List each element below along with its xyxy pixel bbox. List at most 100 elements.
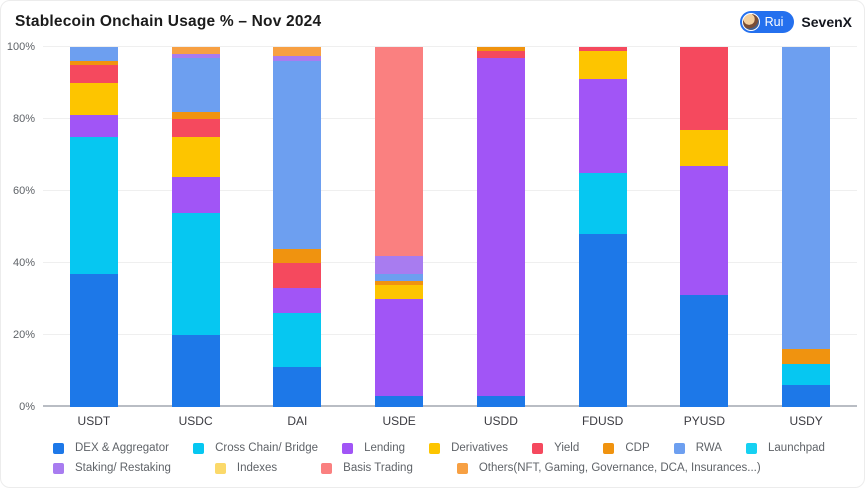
segment-usdt-rwa xyxy=(69,47,118,62)
segment-dai-rwa xyxy=(273,61,322,249)
org-name: SevenX xyxy=(801,14,852,30)
y-tick-0: 0% xyxy=(19,401,35,413)
x-label-pyusd: PYUSD xyxy=(683,414,726,428)
gridline-100 xyxy=(43,46,857,47)
legend-row-2: Staking/ Restaking Indexes Basis Trading Ot… xyxy=(53,462,825,474)
legend-item-launchpad: Launchpad xyxy=(746,442,825,454)
segment-usde-cdp xyxy=(375,281,424,285)
segment-usdt-cdp xyxy=(69,61,118,66)
legend-swatch-icon xyxy=(456,462,468,474)
legend-item-staking-restaking: Staking/ Restaking xyxy=(53,462,171,474)
segment-usde-basis-trading xyxy=(375,47,424,256)
segment-usdy-cross-chain-bridge xyxy=(782,363,831,386)
segment-usdc-cross-chain-bridge xyxy=(171,212,220,335)
legend-swatch-icon xyxy=(321,462,333,474)
segment-dai-cross-chain-bridge xyxy=(273,313,322,368)
gridline-80 xyxy=(43,118,857,119)
bar-pyusd xyxy=(680,47,729,407)
author-name: Rui xyxy=(764,15,784,29)
x-label-dai: DAI xyxy=(287,414,308,428)
legend-item-indexes: Indexes xyxy=(214,462,278,474)
legend-row-1: DEX & Aggregator Cross Chain/ Bridge Lendi… xyxy=(53,442,825,454)
segment-usdc-staking-restaking xyxy=(171,54,220,58)
segment-usde-dex-aggregator xyxy=(375,396,424,407)
bar-usdc xyxy=(171,47,220,407)
bar-usdy xyxy=(782,47,831,407)
segment-pyusd-yield xyxy=(680,47,729,130)
legend-item-rwa: RWA xyxy=(673,442,722,454)
x-label-usdt: USDT xyxy=(77,414,111,428)
legend-label: CDP xyxy=(625,442,650,454)
legend-label: Cross Chain/ Bridge xyxy=(215,442,318,454)
legend: DEX & Aggregator Cross Chain/ Bridge Lendi… xyxy=(53,442,825,474)
segment-usdy-cdp xyxy=(782,349,831,364)
gridline-60 xyxy=(43,190,857,191)
segment-dai-cdp xyxy=(273,248,322,264)
segment-usde-staking-restaking xyxy=(375,255,424,274)
legend-swatch-icon xyxy=(53,442,64,454)
bar-fdusd xyxy=(578,47,627,407)
legend-item-derivatives: Derivatives xyxy=(429,442,508,454)
avatar xyxy=(741,13,760,31)
legend-label: Others(NFT, Gaming, Governance, DCA, Ins… xyxy=(478,462,761,474)
segment-pyusd-lending xyxy=(680,165,729,296)
legend-label: Launchpad xyxy=(768,442,825,454)
legend-label: RWA xyxy=(695,442,722,454)
segment-usdd-lending xyxy=(476,57,525,397)
y-tick-40: 40% xyxy=(12,257,35,269)
bar-usdd xyxy=(476,47,525,407)
segment-fdusd-cross-chain-bridge xyxy=(578,173,627,235)
author-pill[interactable]: Rui xyxy=(739,11,795,33)
legend-item-basis-trading: Basis Trading xyxy=(321,462,413,474)
page-title: Stablecoin Onchain Usage % – Nov 2024 xyxy=(15,13,322,30)
gridline-20 xyxy=(43,334,857,335)
legend-label: DEX & Aggregator xyxy=(75,442,169,454)
legend-label: Yield xyxy=(554,442,580,454)
bar-dai xyxy=(273,47,322,407)
gridline-40 xyxy=(43,262,857,263)
bar-usdt xyxy=(69,47,118,407)
legend-label: Staking/ Restaking xyxy=(75,462,171,474)
x-axis-line xyxy=(43,405,857,407)
segment-usdt-dex-aggregator xyxy=(69,273,118,407)
legend-swatch-icon xyxy=(193,442,205,454)
x-label-usdd: USDD xyxy=(483,414,518,428)
legend-item-others-nft-gaming-govern: Others(NFT, Gaming, Governance, DCA, Ins… xyxy=(456,462,761,474)
y-tick-80: 80% xyxy=(12,113,35,125)
x-label-usdc: USDC xyxy=(178,414,213,428)
segment-usdd-cdp xyxy=(476,47,525,51)
segment-usdc-rwa xyxy=(171,57,220,112)
segment-usdc-lending xyxy=(171,176,220,213)
segment-dai-staking-restaking xyxy=(273,56,322,62)
segment-usdt-derivatives xyxy=(69,83,118,116)
legend-swatch-icon xyxy=(603,442,615,454)
segment-usdc-derivatives xyxy=(171,137,220,177)
segment-usdc-cdp xyxy=(171,111,220,120)
y-tick-60: 60% xyxy=(12,185,35,197)
segment-usdd-yield xyxy=(476,50,525,58)
plot-area: 0% 20% 40% 60% 80% 100% USDT USDC DAI USDE USDD FD… xyxy=(7,41,857,428)
segment-usde-derivatives xyxy=(375,284,424,300)
segment-dai-lending xyxy=(273,288,322,314)
legend-label: Derivatives xyxy=(451,442,508,454)
legend-item-cdp: CDP xyxy=(603,442,650,454)
segment-usdc-yield xyxy=(171,119,220,138)
x-axis-labels: USDT USDC DAI USDE USDD FDUSD PYUSD USDY xyxy=(43,414,857,428)
segment-usdt-yield xyxy=(69,65,118,84)
segment-usdt-lending xyxy=(69,115,118,138)
segment-usdc-dex-aggregator xyxy=(171,335,220,407)
y-tick-20: 20% xyxy=(12,329,35,341)
chart-header: Stablecoin Onchain Usage % – Nov 2024 Ru… xyxy=(15,11,852,33)
y-tick-100: 100% xyxy=(6,41,35,53)
segment-usdt-cross-chain-bridge xyxy=(69,137,118,274)
x-label-usdy: USDY xyxy=(789,414,823,428)
legend-label: Indexes xyxy=(236,462,278,474)
segment-usdd-dex-aggregator xyxy=(476,396,525,407)
legend-swatch-icon xyxy=(746,442,758,454)
author-badge[interactable]: Rui SevenX xyxy=(739,11,852,33)
legend-item-yield: Yield xyxy=(532,442,579,454)
segment-pyusd-derivatives xyxy=(680,129,729,166)
legend-swatch-icon xyxy=(53,462,64,474)
legend-item-dex-aggregator: DEX & Aggregator xyxy=(53,442,169,454)
